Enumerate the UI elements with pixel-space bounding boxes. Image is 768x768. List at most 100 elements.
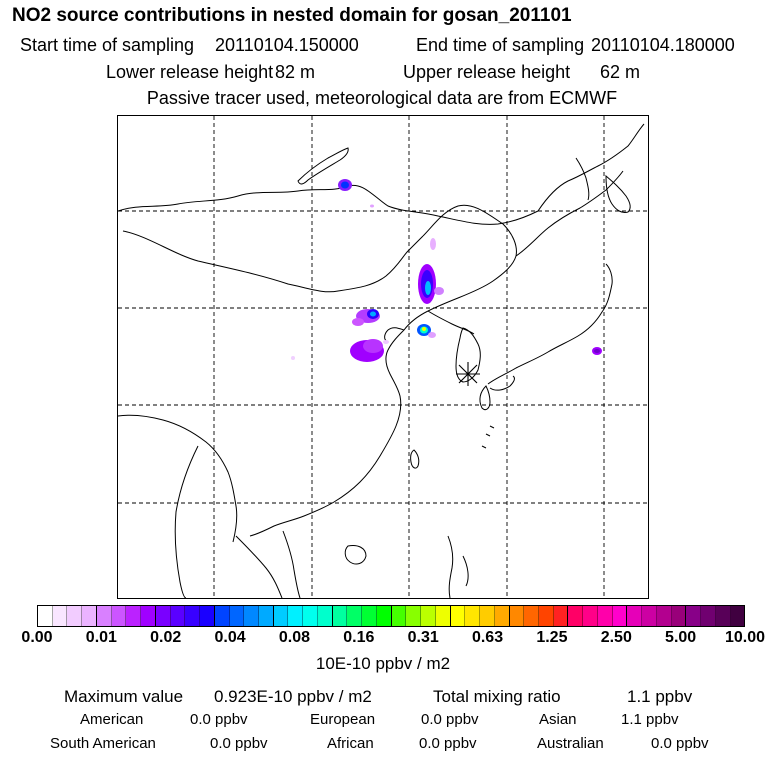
border-china-russia-ne [422,204,517,312]
japan-main [487,263,613,391]
china-sw-boundary [118,414,238,543]
max-value: 0.923E-10 ppbv / m2 [214,687,372,706]
colorbar-swatch [715,606,731,626]
colorbar-swatch [730,606,745,626]
colorbar-swatch [200,606,215,626]
colorbar-swatch [229,606,245,626]
lower-height-label: Lower release height [106,62,274,82]
border-russia-mongolia [118,184,539,225]
colorbar-swatch [701,606,716,626]
colorbar-swatch [465,606,481,626]
colorbar-swatch [612,606,628,626]
colorbar-swatch [347,606,363,626]
region-value: 0.0 ppbv [651,735,709,752]
colorbar-swatch [642,606,657,626]
colorbar-unit: 10E-10 ppbv / m2 [315,654,451,673]
colorbar-tick-label: 2.50 [600,629,632,646]
region-value: 1.1 ppbv [621,711,679,728]
start-time-value: 20110104.150000 [215,35,359,55]
colorbar-swatch [317,606,333,626]
border-mongolia-china [122,230,424,293]
end-time-label: End time of sampling [416,35,585,55]
colorbar-tick-label: 0.63 [471,629,504,646]
colorbar-tick-label: 10.00 [724,629,766,646]
korea-peninsula [455,327,481,383]
colorbar-tick-label: 5.00 [665,629,697,646]
colorbar-tick-label: 0.04 [214,629,246,646]
border-china-korea [427,310,475,335]
colorbar-swatch [155,606,171,626]
asterisk-icon [456,362,480,386]
colorbar-swatch [421,606,436,626]
colorbar-tick-label: 0.01 [85,629,117,646]
upper-height-value: 62 m [600,62,641,82]
colorbar-swatch [553,606,569,626]
lake-baikal [297,147,349,185]
tracer-note: Passive tracer used, meteorological data… [146,88,618,108]
map-canvas [118,116,648,598]
region-name: South American [50,735,156,752]
region-value: 0.0 ppbv [210,735,268,752]
colorbar-swatch [686,606,702,626]
start-time-label: Start time of sampling [20,35,195,55]
colorbar-swatch [332,606,348,626]
colorbar-swatch [52,606,68,626]
colorbar-swatch [406,606,422,626]
colorbar-swatch [111,606,127,626]
region-name: Australian [537,735,604,752]
colorbar-swatch [376,606,392,626]
region-name: Asian [539,711,577,728]
colorbar-swatch [96,606,112,626]
colorbar [37,605,745,627]
map-panel [117,115,649,599]
colorbar-swatch [450,606,466,626]
colorbar-swatch [568,606,584,626]
russia-pacific-coast [515,123,645,257]
colorbar-swatch [435,606,451,626]
colorbar-tick-label: 0.02 [150,629,182,646]
china-coast [249,310,429,537]
philippines [447,535,469,598]
colorbar-swatch [391,606,407,626]
colorbar-tick-label: 0.31 [407,629,439,646]
region-name: American [80,711,144,728]
colorbar-swatch [303,606,318,626]
bohai-bay [384,327,405,343]
colorbar-swatch [480,606,495,626]
colorbar-swatch [494,606,510,626]
colorbar-swatch [656,606,672,626]
colorbar-swatch [671,606,687,626]
total-mixing-value: 1.1 ppbv [627,687,693,706]
colorbar-tick-label: 1.25 [536,629,568,646]
hainan [344,545,367,565]
colorbar-swatch [627,606,643,626]
region-name: European [310,711,376,728]
colorbar-swatch [170,606,186,626]
colorbar-swatch [244,606,260,626]
colorbar-swatch [597,606,613,626]
colorbar-swatch [288,606,304,626]
colorbar-swatch [141,606,156,626]
islands [481,425,495,449]
graticule [118,116,648,598]
colorbar-swatch [509,606,525,626]
region-value: 0.0 ppbv [421,711,479,728]
colorbar-tick-label: 0.00 [21,629,53,646]
max-value-label: Maximum value [64,687,184,706]
colorbar-swatch [82,606,97,626]
total-mixing-label: Total mixing ratio [433,687,561,706]
colorbar-swatch [214,606,230,626]
end-time-value: 20110104.180000 [591,35,735,55]
japan-kyushu [479,385,491,411]
plot-title: NO2 source contributions in nested domai… [12,5,572,26]
upper-height-label: Upper release height [403,62,571,82]
colorbar-swatch [362,606,377,626]
colorbar-tick-label: 0.16 [343,629,375,646]
colorbar-swatch [126,606,142,626]
japan-hokkaido [605,174,631,213]
colorbar-tick-label: 0.08 [278,629,311,646]
colorbar-swatch [583,606,598,626]
colorbar-swatch [524,606,539,626]
colorbar-swatch [67,606,83,626]
colorbar-swatch [259,606,274,626]
